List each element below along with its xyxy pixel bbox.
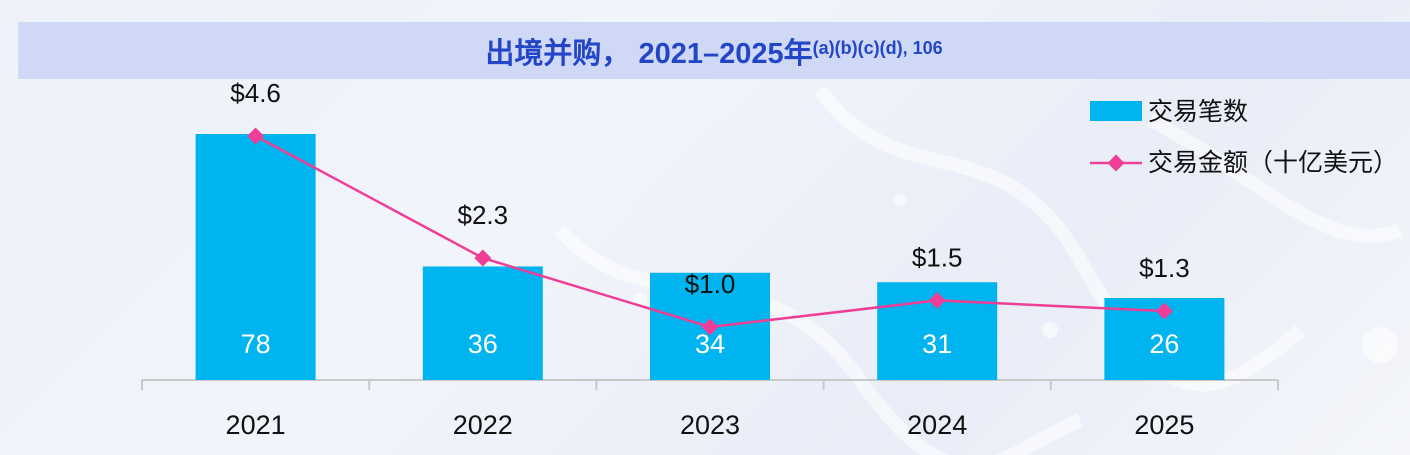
- bar-value-label-2021: 78: [241, 329, 271, 359]
- legend-label-bar: 交易笔数: [1148, 98, 1248, 126]
- legend-swatch-bar: [1090, 101, 1142, 121]
- x-tick-label-2021: 2021: [226, 410, 286, 440]
- x-tick-label-2025: 2025: [1134, 410, 1194, 440]
- x-tick-labels: 2021 2022 2023 2024 2025: [226, 410, 1195, 440]
- bar-2022: [422, 266, 543, 380]
- line-value-label-2022: $2.3: [457, 200, 508, 230]
- line-value-label-2023: $1.0: [685, 269, 736, 299]
- line-value-label-2025: $1.3: [1139, 253, 1190, 283]
- chart-title-band: 出境并购， 2021–2025年 (a)(b)(c)(d), 106: [18, 22, 1410, 79]
- legend: 交易笔数 交易金额（十亿美元）: [1090, 98, 1398, 177]
- bar-value-label-2025: 26: [1149, 329, 1179, 359]
- line-marker-2022: [474, 249, 492, 267]
- x-axis-ticks: [141, 380, 1279, 390]
- chart-title-superscript: (a)(b)(c)(d), 106: [812, 38, 943, 58]
- x-tick-label-2024: 2024: [907, 410, 967, 440]
- line-value-label-2021: $4.6: [230, 78, 281, 108]
- x-tick-label-2022: 2022: [453, 410, 513, 440]
- bar-value-label-2024: 31: [922, 329, 952, 359]
- x-tick-label-2023: 2023: [680, 410, 740, 440]
- line-value-label-2024: $1.5: [912, 242, 963, 272]
- legend-label-line: 交易金额（十亿美元）: [1148, 149, 1398, 177]
- bar-2021: [195, 134, 316, 380]
- line-marker-2023: [701, 318, 719, 336]
- legend-swatch-marker: [1107, 154, 1125, 172]
- chart-title: 出境并购， 2021–2025年: [485, 37, 813, 70]
- line-series: $4.6 $2.3 $1.0 $1.5 $1.3: [230, 78, 1190, 336]
- bar-series: 78 36 34 31 26: [195, 134, 1225, 380]
- line-marker-2024: [928, 291, 946, 309]
- line-marker-2021: [247, 127, 265, 145]
- bar-value-label-2022: 36: [468, 329, 498, 359]
